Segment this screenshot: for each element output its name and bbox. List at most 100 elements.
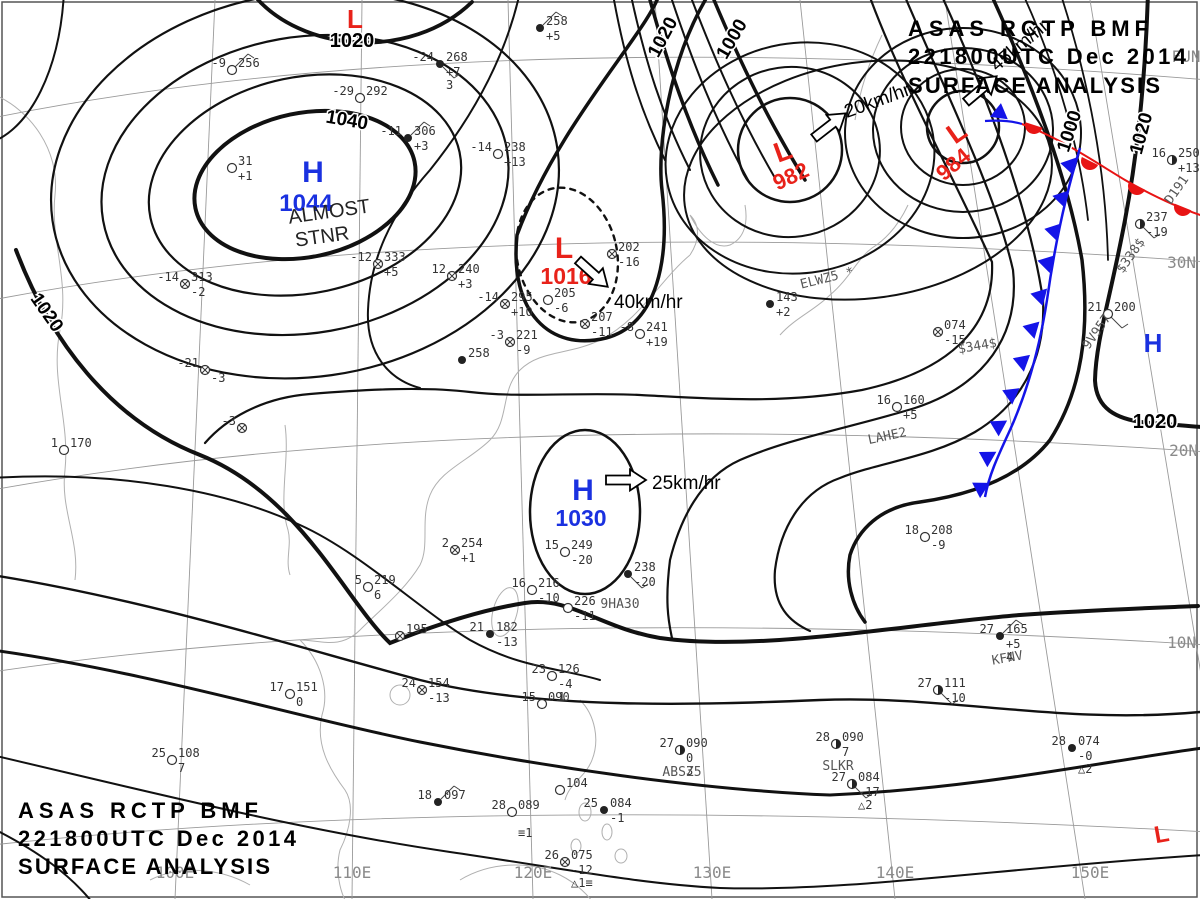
svg-text:27: 27 — [980, 622, 994, 636]
movement-arrow-icon — [961, 75, 998, 107]
movement-speed-label: 25km/hr — [652, 473, 721, 494]
svg-text:+5: +5 — [384, 265, 398, 279]
svg-text:-14: -14 — [470, 140, 492, 154]
station-plot: 28 074-0△2 — [1052, 734, 1100, 776]
movement-arrow-icon — [605, 467, 648, 493]
station-plot: 27 111-10 — [918, 676, 966, 705]
svg-text:238: 238 — [634, 560, 656, 574]
pressure-center-letter: L — [347, 4, 363, 34]
isobar-fan-1000 — [712, 0, 807, 182]
pressure-center-l: L — [347, 4, 363, 34]
svg-text:-19: -19 — [1146, 225, 1168, 239]
svg-text:16: 16 — [877, 393, 891, 407]
svg-text:160: 160 — [903, 393, 925, 407]
title-block-bottom-left: ASAS RCTP BMF 221800UTC Dec 2014 SURFACE… — [18, 798, 297, 879]
svg-text:249: 249 — [571, 538, 593, 552]
svg-text:+5: +5 — [903, 408, 917, 422]
svg-text:258: 258 — [468, 346, 490, 360]
svg-text:108: 108 — [178, 746, 200, 760]
station-plot: -11 306+3 — [380, 121, 436, 153]
svg-text:-17: -17 — [858, 785, 880, 799]
svg-text:7: 7 — [178, 761, 185, 775]
svg-text:2: 2 — [442, 536, 449, 550]
svg-text:143: 143 — [776, 290, 798, 304]
warm-front-semicircle-icon — [1025, 122, 1043, 134]
isobar-fan — [671, 0, 749, 181]
svg-text:24: 24 — [402, 676, 416, 690]
svg-text:-3: -3 — [222, 414, 236, 428]
svg-text:+5: +5 — [546, 29, 560, 43]
station-plot: -12 333+5 — [350, 250, 405, 279]
svg-text:-11: -11 — [574, 609, 596, 623]
cold-front-triangle-icon — [1052, 190, 1069, 208]
svg-text:15: 15 — [545, 538, 559, 552]
pressure-center-letter: L — [555, 232, 573, 265]
svg-text:241: 241 — [646, 320, 668, 334]
svg-text:219: 219 — [374, 573, 396, 587]
svg-text:084: 084 — [610, 796, 632, 810]
svg-text:154: 154 — [428, 676, 450, 690]
svg-text:-9: -9 — [516, 343, 530, 357]
svg-text:313: 313 — [191, 270, 213, 284]
svg-text:250: 250 — [1178, 146, 1200, 160]
svg-text:-15: -15 — [944, 333, 966, 347]
svg-text:23: 23 — [532, 662, 546, 676]
station-plot: 1 170 — [51, 436, 92, 456]
svg-text:-11: -11 — [380, 124, 402, 138]
isobar-thin — [366, 0, 520, 389]
title-line-2: 221800UTC Dec 2014 — [908, 44, 1187, 69]
svg-text:-13: -13 — [428, 691, 450, 705]
cold-front-triangle-icon — [1030, 288, 1048, 306]
pressure-center-value: 1030 — [555, 505, 606, 531]
svg-text:28: 28 — [816, 730, 830, 744]
cold-front-triangle-icon — [989, 103, 1008, 120]
cold-front-triangle-icon — [978, 451, 997, 468]
station-plot: 238-20 — [624, 560, 656, 589]
warm-front-semicircle-icon — [1174, 203, 1192, 216]
svg-text:097: 097 — [444, 788, 466, 802]
station-plot: 202-16 — [606, 240, 640, 269]
svg-text:28: 28 — [492, 798, 506, 812]
isobar-fan-1020 — [648, 0, 720, 187]
svg-text:3: 3 — [446, 78, 453, 92]
svg-text:126: 126 — [558, 662, 580, 676]
svg-text:6: 6 — [374, 588, 381, 602]
svg-text:221: 221 — [516, 328, 538, 342]
isobar-982-ring — [736, 96, 844, 204]
pressure-center-h: H — [1144, 328, 1163, 358]
station-plot: -8 241+19 — [620, 320, 668, 349]
svg-text:195: 195 — [406, 622, 428, 636]
movement-arrow-group: 25km/hr — [605, 467, 721, 494]
svg-text:182: 182 — [496, 620, 518, 634]
station-plot: 23 126-41 — [532, 662, 580, 704]
svg-text:090: 090 — [686, 736, 708, 750]
station-plot: 195 — [394, 622, 428, 642]
svg-text:238: 238 — [504, 140, 526, 154]
svg-text:+5: +5 — [1006, 637, 1020, 651]
meridian-140e — [799, 0, 896, 899]
isobar-hook — [666, 0, 1015, 640]
svg-text:-9: -9 — [212, 56, 226, 70]
grid-label: FUN — [1172, 47, 1200, 66]
station-plot: -21 -3 — [177, 356, 225, 385]
coastline-borneo — [459, 864, 592, 899]
svg-text:16: 16 — [512, 576, 526, 590]
station-plot: 12 240+3 — [432, 262, 480, 291]
svg-text:△1≡: △1≡ — [571, 876, 593, 890]
pressure-center-l: L — [1152, 820, 1171, 849]
isobar-1020-top — [255, 0, 474, 45]
svg-text:-20: -20 — [634, 575, 656, 589]
isobar-wavy — [0, 575, 1200, 717]
station-plot: 18 097 — [418, 785, 466, 806]
svg-text:090: 090 — [842, 730, 864, 744]
isobar-1030-ring — [528, 428, 642, 596]
cold-front-triangle-icon — [989, 420, 1008, 437]
station-plot: 16 160+5 — [877, 393, 925, 422]
svg-text:202: 202 — [618, 240, 640, 254]
isobar-1020-main — [14, 248, 1200, 646]
